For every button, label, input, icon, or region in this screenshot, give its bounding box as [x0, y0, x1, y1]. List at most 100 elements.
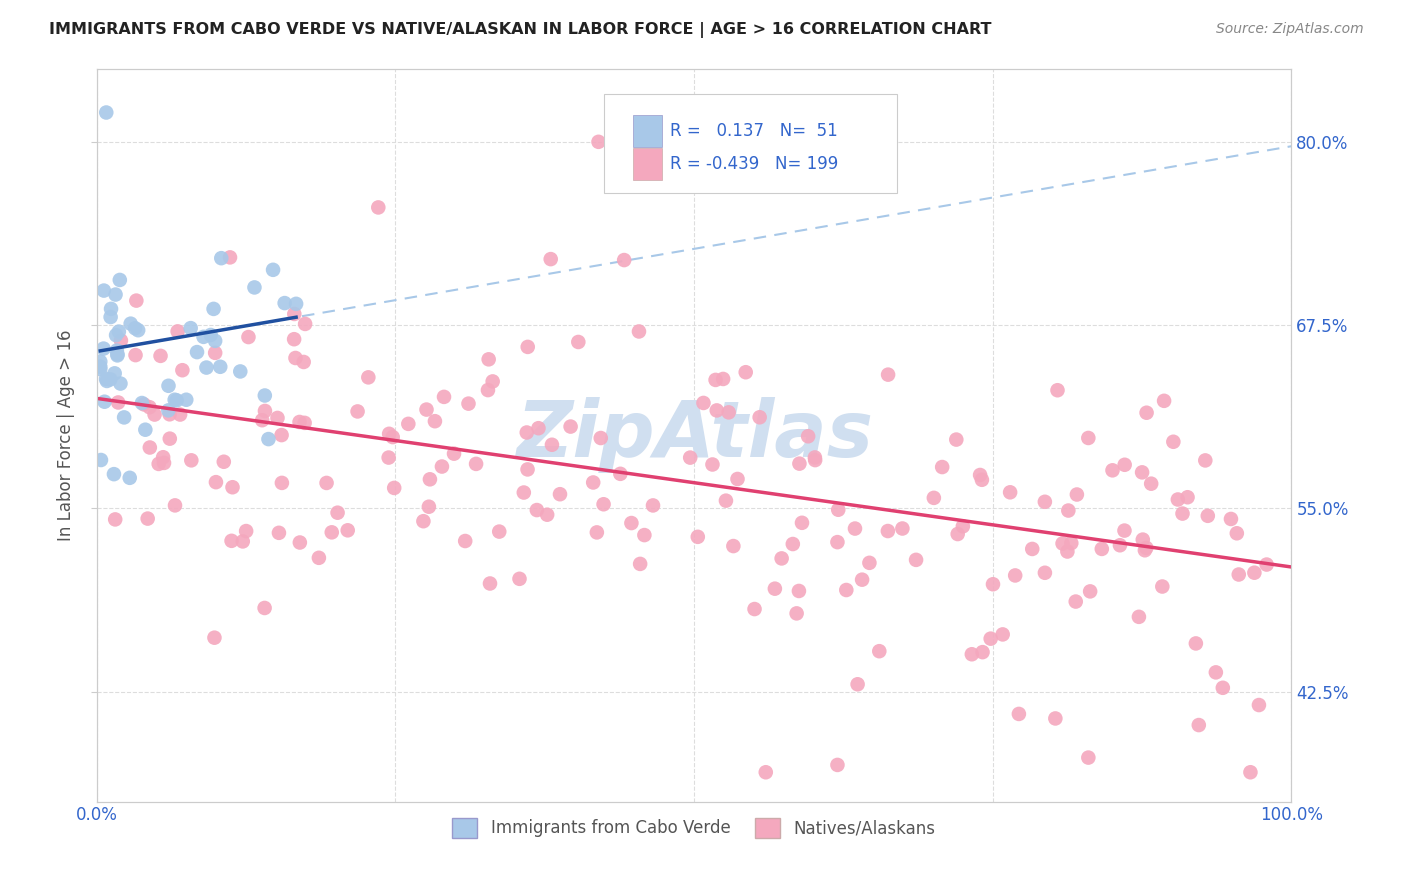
Point [212, 455, 235, 469]
Point [415, 402, 437, 417]
Point [790, 516, 813, 530]
Point [152, 450, 174, 465]
Point [1243, 566, 1265, 580]
Point [804, 450, 827, 465]
Point [1247, 698, 1270, 712]
Point [513, 485, 536, 500]
Point [443, 447, 465, 461]
Point [609, 467, 631, 481]
Point [138, 401, 160, 415]
Point [1033, 566, 1056, 580]
Point [205, 475, 228, 490]
Point [835, 582, 858, 597]
Point [827, 758, 849, 772]
Point [516, 425, 538, 440]
Point [148, 457, 170, 471]
Point [157, 403, 180, 417]
Point [221, 533, 243, 548]
Point [1239, 765, 1261, 780]
Point [149, 349, 172, 363]
Point [94, 372, 117, 386]
Point [786, 607, 808, 621]
Point [981, 577, 1004, 591]
Point [1171, 507, 1194, 521]
Point [744, 602, 766, 616]
Point [221, 480, 243, 494]
Point [229, 364, 252, 378]
Point [858, 556, 880, 570]
Point [589, 431, 612, 445]
Point [620, 516, 643, 530]
Point [998, 485, 1021, 500]
Point [763, 582, 786, 596]
Point [204, 334, 226, 348]
Point [952, 519, 974, 533]
Point [588, 135, 610, 149]
Point [1128, 610, 1150, 624]
Point [478, 352, 501, 367]
Point [970, 473, 993, 487]
FancyBboxPatch shape [605, 95, 897, 194]
Point [1205, 665, 1227, 680]
Text: ZipAtlas: ZipAtlas [516, 397, 873, 473]
Point [159, 407, 181, 421]
Point [110, 376, 132, 391]
Point [93, 342, 115, 356]
Point [382, 481, 405, 495]
Point [868, 644, 890, 658]
Point [1194, 453, 1216, 467]
Point [797, 429, 820, 443]
Point [124, 348, 146, 362]
Point [430, 459, 453, 474]
Point [457, 396, 479, 410]
Point [204, 346, 226, 360]
Point [377, 450, 399, 465]
Point [627, 325, 650, 339]
Point [270, 475, 292, 490]
Point [412, 514, 434, 528]
Point [827, 502, 849, 516]
Point [89, 362, 111, 376]
Point [972, 645, 994, 659]
Point [516, 462, 538, 476]
Point [679, 450, 702, 465]
Text: Source: ZipAtlas.com: Source: ZipAtlas.com [1216, 22, 1364, 37]
Point [209, 251, 232, 265]
Point [686, 530, 709, 544]
Point [1227, 567, 1250, 582]
Point [641, 499, 664, 513]
Point [1256, 558, 1278, 572]
Point [288, 535, 311, 549]
Point [253, 404, 276, 418]
Point [782, 537, 804, 551]
Point [367, 201, 389, 215]
Point [232, 534, 254, 549]
Point [163, 499, 186, 513]
Point [1140, 476, 1163, 491]
Point [253, 388, 276, 402]
Point [120, 317, 142, 331]
Point [508, 572, 530, 586]
Point [931, 460, 953, 475]
Point [1101, 463, 1123, 477]
Point [238, 330, 260, 344]
Point [628, 557, 651, 571]
Point [704, 373, 727, 387]
Point [127, 323, 149, 337]
Point [266, 411, 288, 425]
Point [633, 528, 655, 542]
Point [270, 428, 292, 442]
Point [169, 408, 191, 422]
Point [134, 423, 156, 437]
Point [235, 524, 257, 538]
Point [481, 375, 503, 389]
Point [1064, 594, 1087, 608]
Point [219, 251, 242, 265]
Point [1114, 524, 1136, 538]
Point [548, 487, 571, 501]
Point [1135, 541, 1157, 555]
Point [1008, 706, 1031, 721]
Point [96, 105, 118, 120]
Point [202, 301, 225, 316]
Point [108, 325, 131, 339]
